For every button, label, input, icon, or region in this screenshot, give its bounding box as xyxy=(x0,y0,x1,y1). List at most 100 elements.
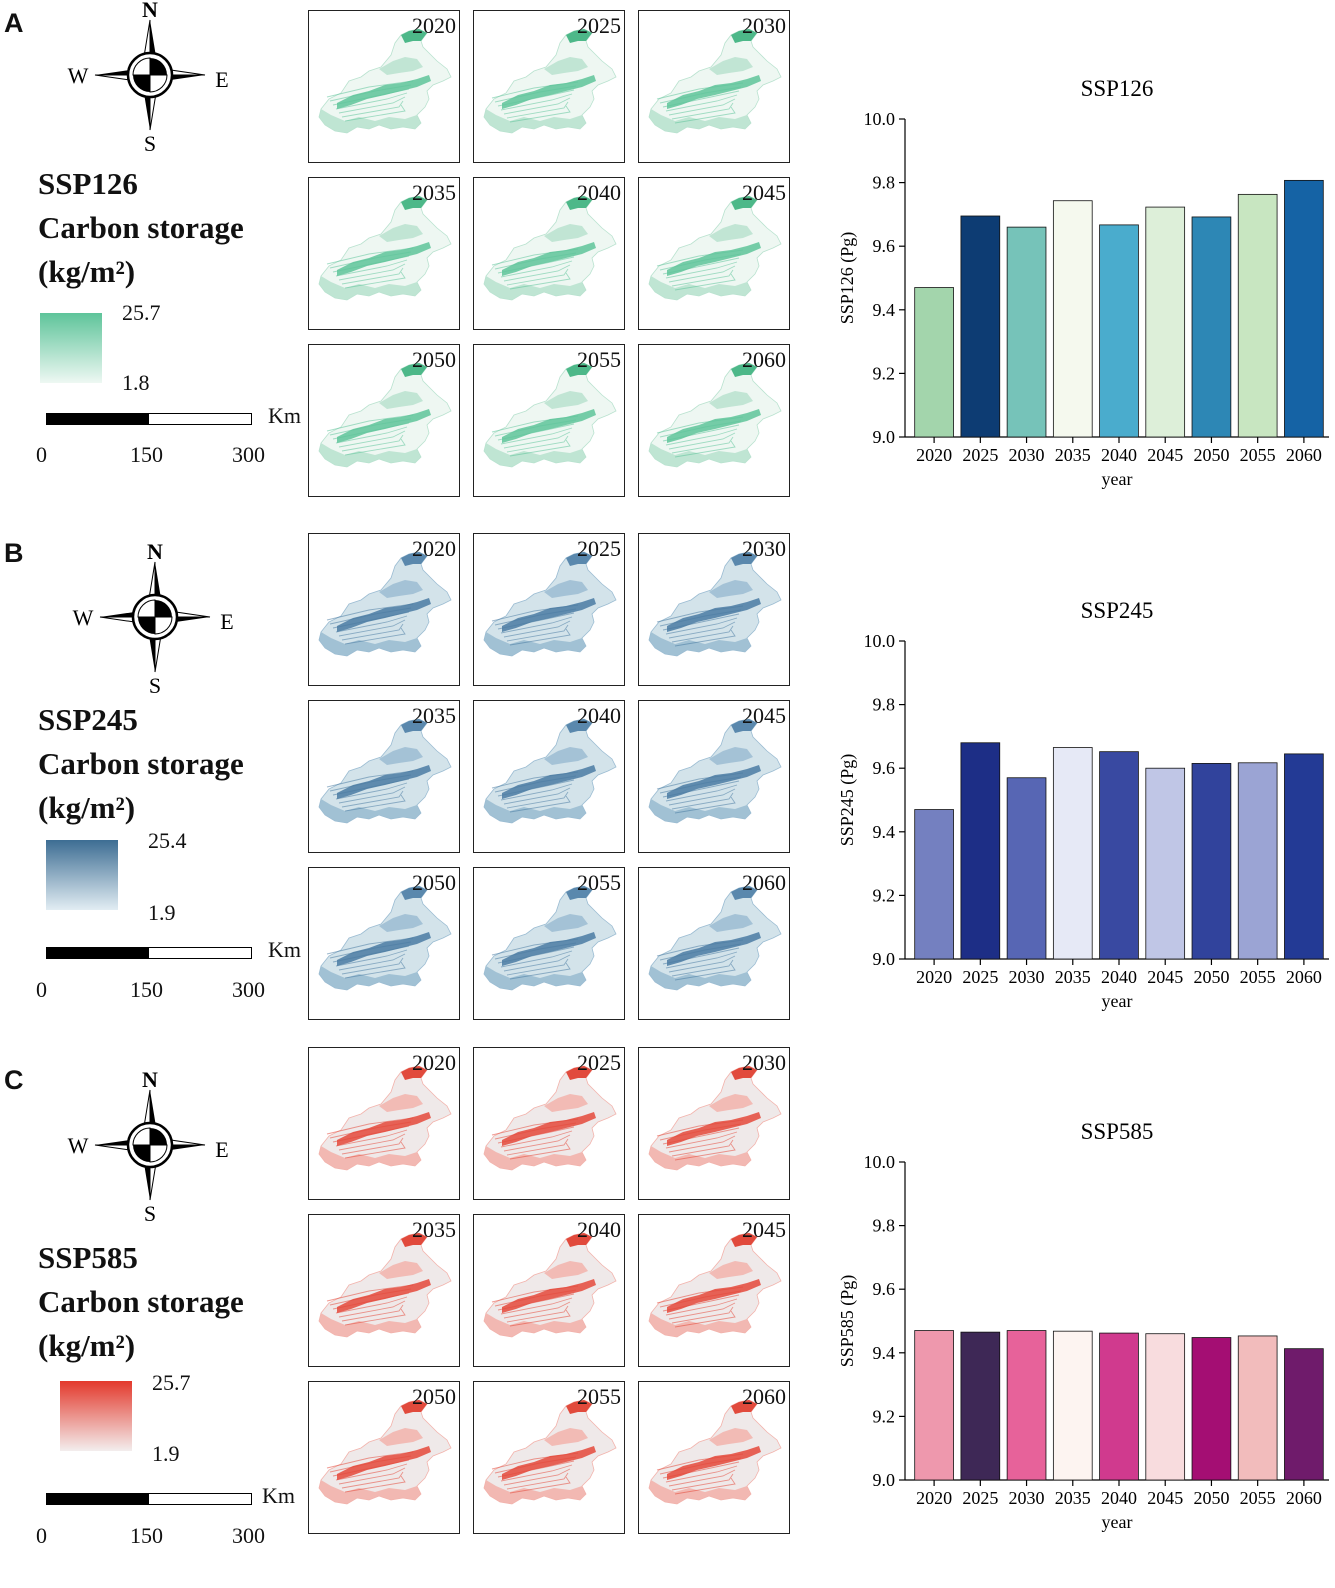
scale-tick-label: 0 xyxy=(36,977,47,1002)
scale-tick-label: 300 xyxy=(232,1523,265,1548)
map-ssp585-2025: 2025 xyxy=(473,1047,625,1200)
compass-e-label: E xyxy=(215,67,228,92)
legend-max-value: 25.7 xyxy=(122,300,161,325)
bar-2060 xyxy=(1284,179,1324,438)
map-year-label: 2040 xyxy=(577,180,621,205)
map-year-label: 2025 xyxy=(577,1050,621,1075)
region-map xyxy=(648,1399,782,1505)
map-ssp585-2030: 2030 xyxy=(638,1047,790,1200)
y-tick-label: 9.6 xyxy=(873,758,896,778)
compass-w-label: W xyxy=(68,63,89,88)
bar-2060 xyxy=(1284,753,1324,960)
y-tick-label: 9.4 xyxy=(873,1343,896,1363)
y-tick-label: 9.0 xyxy=(873,1470,896,1490)
unit-label: (kg/m²) xyxy=(38,254,136,289)
compass-n-label: N xyxy=(142,0,158,22)
map-ssp126-2040: 2040 xyxy=(473,177,625,330)
y-tick-label: 9.2 xyxy=(873,885,896,905)
region-map xyxy=(483,718,617,824)
scale-unit: Km xyxy=(262,1483,295,1508)
unit-label: (kg/m²) xyxy=(38,790,136,825)
x-tick-label: 2035 xyxy=(1055,1488,1091,1508)
map-year-label: 2050 xyxy=(412,1384,456,1409)
bar-2060 xyxy=(1284,1348,1324,1481)
region-map xyxy=(483,1232,617,1338)
region-map xyxy=(318,1232,452,1338)
x-tick-label: 2045 xyxy=(1147,1488,1183,1508)
map-ssp245-2035: 2035 xyxy=(308,700,460,853)
bar-2025 xyxy=(960,215,1001,438)
unit-label: (kg/m²) xyxy=(38,1328,136,1363)
map-year-label: 2020 xyxy=(412,13,456,38)
compass-e-label: E xyxy=(220,609,233,634)
bar-2035 xyxy=(1052,200,1093,438)
map-year-label: 2025 xyxy=(577,536,621,561)
map-ssp245-2050: 2050 xyxy=(308,867,460,1020)
map-ssp126-2050: 2050 xyxy=(308,344,460,497)
bar-2040 xyxy=(1099,1332,1139,1481)
bar-2040 xyxy=(1099,224,1139,438)
y-tick-label: 9.6 xyxy=(873,1279,896,1299)
x-tick-label: 2050 xyxy=(1193,445,1229,465)
map-ssp126-2025: 2025 xyxy=(473,10,625,163)
y-tick-label: 10.0 xyxy=(864,1152,896,1172)
north-arrow-compass: N S W E xyxy=(65,0,235,165)
x-tick-label: 2060 xyxy=(1286,1488,1322,1508)
region-map xyxy=(648,28,782,134)
bar-2025 xyxy=(960,1331,1001,1481)
region-map xyxy=(318,718,452,824)
variable-name: Carbon storage xyxy=(38,746,244,781)
map-year-label: 2030 xyxy=(742,536,786,561)
scenario-name: SSP126 xyxy=(38,166,138,201)
bar-chart-ssp585: SSP585 9.0 9.2 9.4 9.6 9.8 10.0 SSP585 (Pg) 2020… xyxy=(815,1113,1335,1588)
panel-a: A N S W E SSP126 Carbon storage (kg/m²) 25.7 1.8 K… xyxy=(0,0,1335,520)
scale-tick-label: 0 xyxy=(36,1523,47,1548)
map-year-label: 2050 xyxy=(412,347,456,372)
color-ramp-legend xyxy=(60,1381,132,1451)
map-ssp245-2045: 2045 xyxy=(638,700,790,853)
map-year-label: 2035 xyxy=(412,1217,456,1242)
legend-max-value: 25.7 xyxy=(152,1370,191,1395)
region-map xyxy=(648,195,782,301)
region-map xyxy=(318,885,452,991)
chart-title: SSP585 xyxy=(1081,1119,1154,1144)
x-tick-label: 2025 xyxy=(962,967,998,987)
x-tick-label: 2060 xyxy=(1286,445,1322,465)
y-tick-label: 9.4 xyxy=(873,300,896,320)
map-year-label: 2060 xyxy=(742,870,786,895)
y-tick-label: 9.0 xyxy=(873,949,896,969)
region-map xyxy=(648,551,782,657)
map-ssp585-2055: 2055 xyxy=(473,1381,625,1534)
scale-bar xyxy=(46,1493,252,1505)
map-ssp585-2020: 2020 xyxy=(308,1047,460,1200)
map-ssp245-2060: 2060 xyxy=(638,867,790,1020)
compass-w-label: W xyxy=(73,605,94,630)
x-tick-label: 2045 xyxy=(1147,445,1183,465)
panel-c: C N S W E SSP585 Carbon storage (kg/m²) 25.7 1.9 K… xyxy=(0,1043,1335,1563)
map-year-label: 2060 xyxy=(742,1384,786,1409)
legend-min-value: 1.8 xyxy=(122,370,150,395)
panel-b: B N S W E SSP245 Carbon storage (kg/m²) 25.4 1.9 K… xyxy=(0,522,1335,1042)
y-tick-label: 10.0 xyxy=(864,631,896,651)
legend-title: SSP126 Carbon storage (kg/m²) xyxy=(38,162,244,294)
x-tick-label: 2035 xyxy=(1055,967,1091,987)
bar-2050 xyxy=(1191,763,1232,960)
scale-bar xyxy=(46,413,252,425)
chart-title: SSP126 xyxy=(1081,76,1154,101)
map-year-label: 2045 xyxy=(742,703,786,728)
x-tick-label: 2025 xyxy=(962,445,998,465)
map-year-label: 2035 xyxy=(412,703,456,728)
compass-s-label: S xyxy=(144,1201,156,1226)
chart-title: SSP245 xyxy=(1081,598,1154,623)
y-tick-label: 9.2 xyxy=(873,363,896,383)
scale-tick-label: 300 xyxy=(232,442,265,467)
y-tick-label: 9.8 xyxy=(873,1216,896,1236)
north-arrow-compass: N S W E xyxy=(65,1067,235,1235)
panel-letter: C xyxy=(4,1065,24,1095)
x-tick-label: 2050 xyxy=(1193,967,1229,987)
north-arrow-compass: N S W E xyxy=(70,539,240,707)
region-map xyxy=(318,362,452,468)
panel-letter: B xyxy=(4,538,24,568)
y-tick-label: 10.0 xyxy=(864,109,896,129)
region-map xyxy=(318,1399,452,1505)
